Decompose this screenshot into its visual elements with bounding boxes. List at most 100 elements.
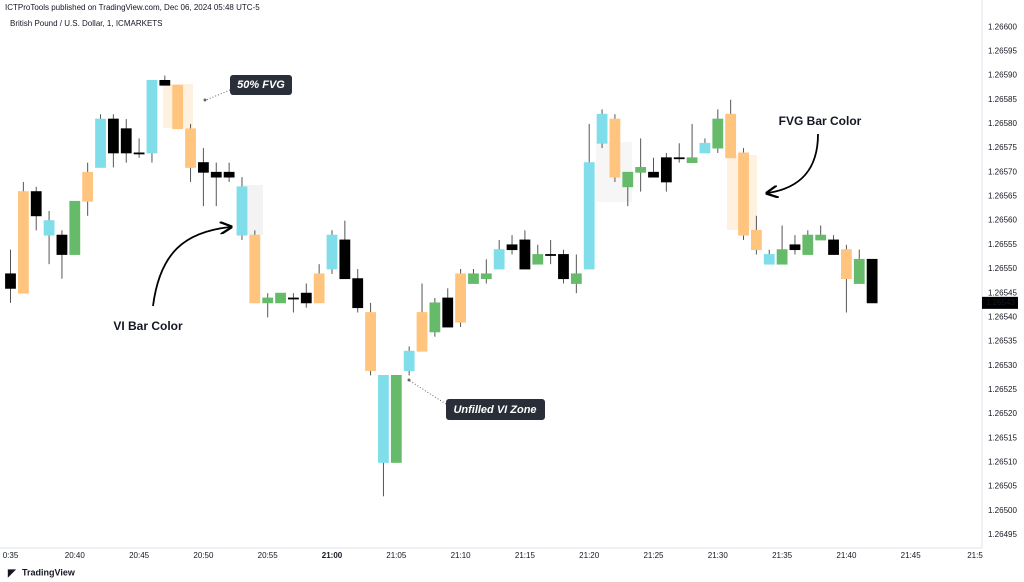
candle-body [506, 244, 518, 251]
candle-body [146, 79, 158, 154]
leader-dot [407, 378, 411, 382]
candle-body [120, 128, 132, 154]
candle-body [82, 171, 94, 202]
candle-body [56, 234, 68, 255]
y-tick-label: 1.26595 [988, 46, 1017, 55]
y-tick-label: 1.26565 [988, 192, 1017, 201]
candle-body [493, 249, 505, 270]
x-tick-label: 0:35 [3, 551, 19, 560]
y-tick-label: 1.26510 [988, 458, 1017, 467]
candle-body [789, 244, 801, 251]
y-tick-label: 1.26515 [988, 433, 1017, 442]
y-tick-label: 1.26560 [988, 216, 1017, 225]
leader [409, 380, 447, 405]
candle-body [288, 297, 299, 300]
x-tick-label: 21:00 [322, 551, 343, 560]
y-tick-label: 1.26525 [988, 385, 1017, 394]
candle-body [815, 234, 827, 241]
y-tick-label: 1.26545 [988, 288, 1017, 297]
candle-body [609, 118, 621, 178]
candle-body [159, 79, 171, 86]
y-tick-label: 1.26585 [988, 95, 1017, 104]
y-tick-label: 1.26530 [988, 361, 1017, 370]
candle-body [686, 157, 698, 163]
x-tick-label: 21:25 [643, 551, 664, 560]
candle-body [5, 273, 16, 289]
candle-body [738, 152, 749, 236]
candle-body [673, 157, 685, 160]
y-tick-label: 1.26550 [988, 264, 1017, 273]
price-tag-label: 1.26543 [986, 298, 1015, 307]
candles [5, 75, 878, 497]
footer: TradingView [22, 567, 76, 577]
y-tick-label: 1.26495 [988, 530, 1017, 539]
candle-body [300, 292, 312, 304]
x-tick-label: 21:5 [967, 551, 983, 560]
chart-title: British Pound / U.S. Dollar, 1, ICMARKET… [10, 19, 163, 28]
candle-body [519, 239, 531, 270]
annotation: 50% FVG [237, 79, 285, 91]
candle-body [107, 118, 119, 154]
y-tick-label: 1.26570 [988, 167, 1017, 176]
candle-body [275, 292, 286, 304]
arrow [152, 227, 230, 307]
price-tag [982, 296, 1018, 309]
x-tick-label: 20:50 [193, 551, 214, 560]
candle-body [313, 273, 325, 304]
candle-body [750, 229, 762, 251]
y-tick-label: 1.26555 [988, 240, 1017, 249]
candle-body [390, 374, 402, 463]
candle-body [558, 254, 569, 280]
y-tick-label: 1.26600 [988, 22, 1017, 31]
x-tick-label: 21:45 [901, 551, 922, 560]
candle-body [622, 171, 634, 188]
annotation-box [446, 399, 545, 420]
candle-body [635, 167, 647, 173]
x-tick-label: 21:35 [772, 551, 793, 560]
candle-body [570, 273, 582, 284]
candle-body [763, 254, 775, 265]
candle-body [712, 118, 724, 149]
publisher: ICTProTools published on TradingView.com… [5, 3, 260, 12]
x-tick-label: 21:10 [451, 551, 472, 560]
candle-body [43, 220, 55, 236]
candle-body [236, 186, 248, 236]
candle-body [69, 200, 81, 255]
candle-body [223, 171, 235, 178]
candle-body [249, 234, 261, 304]
x-tick-label: 21:20 [579, 551, 600, 560]
y-tick-label: 1.26505 [988, 482, 1017, 491]
y-tick-label: 1.26500 [988, 506, 1017, 515]
y-tick-label: 1.26540 [988, 312, 1017, 321]
candle-body [725, 113, 737, 159]
x-tick-label: 21:15 [515, 551, 536, 560]
candle-body [841, 249, 852, 280]
x-tick-label: 20:40 [65, 551, 86, 560]
annotation-box [230, 75, 292, 95]
candle-body [480, 273, 492, 280]
x-tick-label: 21:05 [386, 551, 407, 560]
candle-body [545, 254, 557, 256]
candle-body [468, 273, 479, 284]
candle-body [429, 302, 441, 333]
candle-body [262, 297, 274, 304]
y-tick-label: 1.26590 [988, 71, 1017, 80]
candle-body [853, 258, 865, 284]
y-tick-label: 1.26520 [988, 409, 1017, 418]
candle-body [185, 128, 196, 168]
candle-body [648, 171, 659, 178]
candle-body [802, 234, 814, 255]
leader-dot [203, 98, 207, 102]
x-tick-label: 20:45 [129, 551, 150, 560]
fvg-zone [243, 185, 263, 235]
candle-body [583, 162, 595, 270]
candle-body [172, 84, 184, 130]
annotation: FVG Bar Color [779, 114, 862, 128]
candle-body [95, 118, 106, 168]
arrow [768, 133, 819, 193]
candle-body [133, 152, 145, 155]
candle-body [699, 142, 711, 154]
y-tick-label: 1.26580 [988, 119, 1017, 128]
candle-body [352, 278, 364, 309]
